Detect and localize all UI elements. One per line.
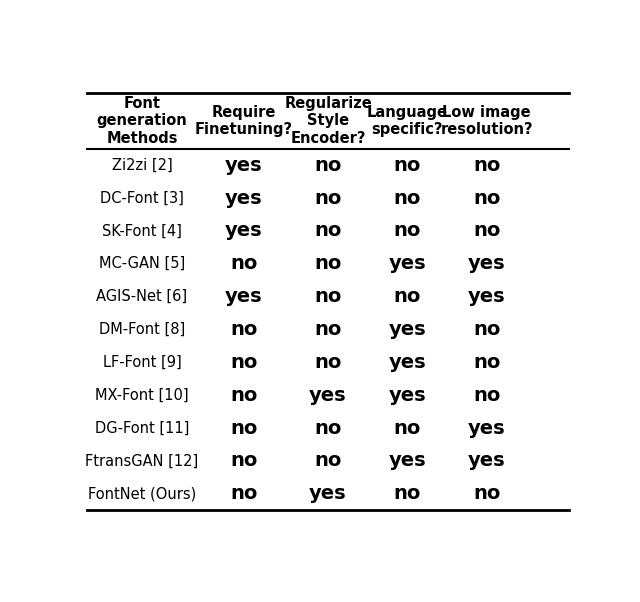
Text: no: no — [394, 287, 421, 306]
Text: yes: yes — [225, 156, 262, 175]
Text: yes: yes — [388, 386, 426, 405]
Text: no: no — [230, 320, 257, 339]
Text: yes: yes — [388, 452, 426, 471]
Text: DG-Font [11]: DG-Font [11] — [95, 421, 189, 436]
Text: yes: yes — [468, 254, 506, 273]
Text: no: no — [314, 188, 342, 208]
Text: no: no — [314, 222, 342, 240]
Text: SK-Font [4]: SK-Font [4] — [102, 223, 182, 238]
Text: no: no — [394, 188, 421, 208]
Text: no: no — [314, 254, 342, 273]
Text: Low image
resolution?: Low image resolution? — [440, 105, 533, 137]
Text: yes: yes — [468, 452, 506, 471]
Text: Zi2zi [2]: Zi2zi [2] — [111, 158, 172, 173]
Text: MC-GAN [5]: MC-GAN [5] — [99, 256, 185, 272]
Text: no: no — [230, 254, 257, 273]
Text: no: no — [230, 386, 257, 405]
Text: no: no — [473, 485, 500, 503]
Text: yes: yes — [468, 418, 506, 438]
Text: yes: yes — [388, 254, 426, 273]
Text: no: no — [230, 418, 257, 438]
Text: yes: yes — [388, 353, 426, 372]
Text: no: no — [394, 222, 421, 240]
Text: no: no — [394, 418, 421, 438]
Text: Language
specific?: Language specific? — [367, 105, 448, 137]
Text: no: no — [314, 320, 342, 339]
Text: LF-Font [9]: LF-Font [9] — [102, 355, 181, 370]
Text: DC-Font [3]: DC-Font [3] — [100, 190, 184, 205]
Text: yes: yes — [309, 386, 347, 405]
Text: no: no — [473, 188, 500, 208]
Text: Regularize
Style
Encoder?: Regularize Style Encoder? — [284, 96, 372, 146]
Text: DM-Font [8]: DM-Font [8] — [99, 322, 185, 337]
Text: no: no — [314, 418, 342, 438]
Text: no: no — [314, 156, 342, 175]
Text: yes: yes — [225, 222, 262, 240]
Text: no: no — [314, 287, 342, 306]
Text: no: no — [230, 452, 257, 471]
Text: no: no — [394, 156, 421, 175]
Text: no: no — [473, 353, 500, 372]
Text: no: no — [230, 353, 257, 372]
Text: FtransGAN [12]: FtransGAN [12] — [85, 453, 198, 468]
Text: Require
Finetuning?: Require Finetuning? — [195, 105, 292, 137]
Text: Font
generation
Methods: Font generation Methods — [97, 96, 188, 146]
Text: no: no — [473, 320, 500, 339]
Text: yes: yes — [225, 287, 262, 306]
Text: no: no — [473, 386, 500, 405]
Text: yes: yes — [468, 287, 506, 306]
Text: no: no — [314, 353, 342, 372]
Text: MX-Font [10]: MX-Font [10] — [95, 388, 189, 403]
Text: yes: yes — [225, 188, 262, 208]
Text: no: no — [314, 452, 342, 471]
Text: yes: yes — [309, 485, 347, 503]
Text: no: no — [473, 222, 500, 240]
Text: no: no — [230, 485, 257, 503]
Text: no: no — [473, 156, 500, 175]
Text: no: no — [394, 485, 421, 503]
Text: yes: yes — [388, 320, 426, 339]
Text: FontNet (Ours): FontNet (Ours) — [88, 486, 196, 501]
Text: AGIS-Net [6]: AGIS-Net [6] — [97, 289, 188, 304]
